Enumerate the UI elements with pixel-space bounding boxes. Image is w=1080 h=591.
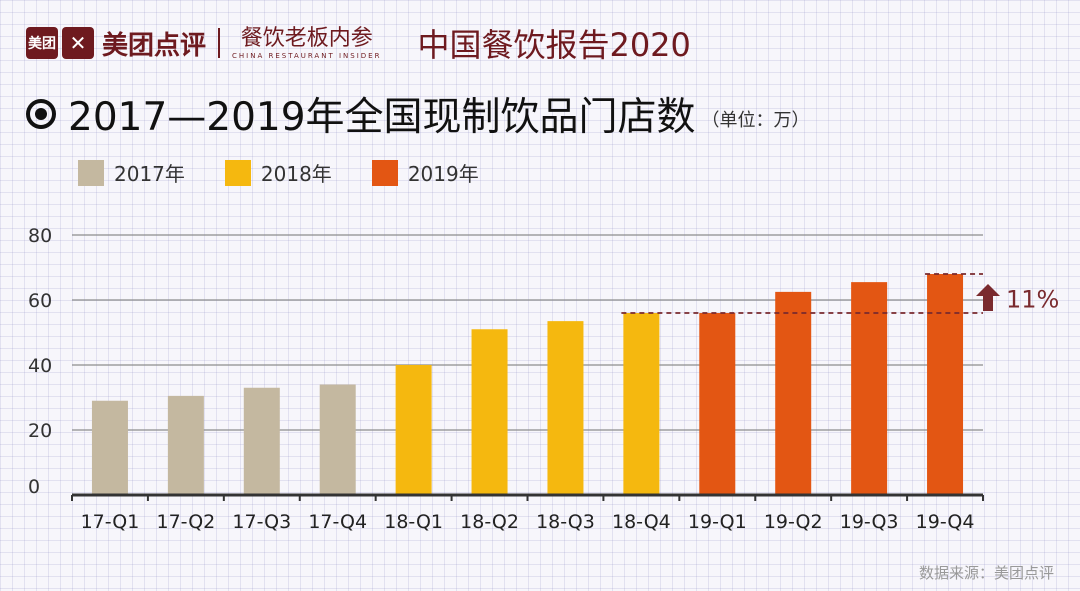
y-tick-label-40: 40 (28, 355, 52, 377)
bar-19-Q1 (699, 313, 736, 495)
bar-17-Q1 (91, 400, 128, 495)
chart-title: 2017—2019年全国现制饮品门店数 (68, 95, 696, 140)
bar-18-Q3 (547, 321, 584, 495)
chart-heading: 2017—2019年全国现制饮品门店数 （单位：万） (26, 86, 810, 142)
bar-17-Q3 (243, 387, 280, 495)
growth-annotation-label: 11% (1006, 286, 1059, 314)
x-tick-label-18-Q2: 18-Q2 (460, 511, 519, 533)
x-tick-label-18-Q3: 18-Q3 (536, 511, 595, 533)
bar-19-Q2 (775, 291, 812, 495)
bar-18-Q1 (395, 365, 432, 495)
legend-swatch-2017 (78, 159, 104, 186)
y-tick-label-20: 20 (28, 420, 52, 442)
bar-19-Q3 (851, 282, 888, 495)
x-tick-label-19-Q4: 19-Q4 (916, 511, 975, 533)
dianping-logo-icon: ✕ (62, 27, 94, 59)
data-source-note: 数据来源：美团点评 (918, 564, 1054, 582)
bar-19-Q4 (927, 274, 964, 495)
chart-legend: 2017年 2018年 2019年 (78, 158, 519, 187)
y-tick-label-0: 0 (28, 476, 40, 498)
legend-swatch-2019 (371, 159, 398, 186)
up-arrow-icon (976, 284, 1000, 311)
bar-18-Q2 (471, 329, 508, 495)
x-tick-label-17-Q1: 17-Q1 (81, 511, 140, 533)
meituan-logo-badge: 美团 (26, 27, 58, 59)
bar-17-Q4 (319, 384, 356, 495)
legend-swatch-2018 (224, 159, 251, 186)
y-tick-label-60: 60 (28, 290, 52, 312)
x-tick-label-17-Q2: 17-Q2 (156, 511, 215, 533)
x-tick-label-17-Q3: 17-Q3 (232, 511, 291, 533)
partner-name: 餐饮老板内参 (240, 25, 373, 51)
bar-17-Q2 (167, 395, 204, 495)
bar-18-Q4 (623, 313, 660, 495)
x-tick-label-19-Q1: 19-Q1 (688, 511, 747, 533)
bullseye-icon (26, 99, 56, 129)
x-tick-label-17-Q4: 17-Q4 (308, 511, 367, 533)
x-tick-label-18-Q1: 18-Q1 (384, 511, 443, 533)
legend-item-2017: 2017年 (78, 158, 185, 187)
legend-label-2018: 2018年 (260, 162, 332, 186)
x-tick-label-18-Q4: 18-Q4 (612, 511, 671, 533)
x-tick-label-19-Q3: 19-Q3 (840, 511, 899, 533)
y-tick-label-80: 80 (28, 225, 52, 247)
brand-name: 美团点评 (102, 30, 207, 61)
legend-item-2019: 2019年 (371, 158, 479, 187)
x-tick-label-19-Q2: 19-Q2 (764, 511, 823, 533)
chart-unit: （单位：万） (701, 110, 810, 131)
partner-subtitle: CHINA RESTAURANT INSIDER (232, 51, 382, 60)
report-title: 中国餐饮报告2020 (417, 26, 691, 64)
brand-separator (218, 28, 221, 58)
legend-item-2018: 2018年 (224, 158, 332, 187)
partner-logo: 餐饮老板内参 CHINA RESTAURANT INSIDER (232, 26, 381, 61)
report-header: 美团 ✕ 美团点评 餐饮老板内参 CHINA RESTAURANT INSIDE… (26, 18, 691, 68)
legend-label-2017: 2017年 (114, 162, 185, 186)
legend-label-2019: 2019年 (407, 162, 479, 186)
